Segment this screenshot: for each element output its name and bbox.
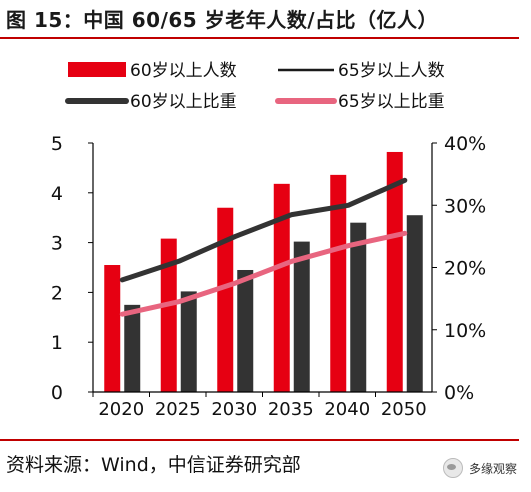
right-tick-label-30: 30% xyxy=(444,195,486,217)
bar-65-count-2030 xyxy=(237,269,254,392)
brand-name: 多缘观察 xyxy=(468,461,517,476)
x-tick-label-2040: 2040 xyxy=(324,399,370,420)
bar-60-count-2050 xyxy=(386,151,403,392)
left-tick-label-3: 3 xyxy=(51,233,63,255)
left-tick-label-1: 1 xyxy=(51,332,63,354)
right-tick-label-40: 40% xyxy=(444,133,486,155)
bar-60-count-2035 xyxy=(273,183,290,392)
bar-65-count-2035 xyxy=(293,241,310,392)
footer-divider xyxy=(0,439,519,441)
chart-title: 图 15：中国 60/65 岁老年人数/占比（亿人） xyxy=(6,8,438,32)
bar-60-count-2020 xyxy=(104,265,121,392)
brand-logo-icon xyxy=(442,458,463,478)
source-note: 资料来源：Wind，中信证券研究部 xyxy=(6,454,301,476)
legend-label-60-count: 60岁以上人数 xyxy=(130,61,237,81)
legend-label-65-count: 65岁以上人数 xyxy=(338,61,445,81)
bar-60-count-2030 xyxy=(217,207,234,392)
right-tick-label-10: 10% xyxy=(444,320,486,342)
legend: 60岁以上人数 65岁以上人数 60岁以上比重 65岁以上比重 xyxy=(65,61,445,112)
legend-label-60-share: 60岁以上比重 xyxy=(130,92,237,112)
bar-60-count-2040 xyxy=(330,174,347,392)
title-divider xyxy=(0,37,519,39)
x-tick-label-2035: 2035 xyxy=(268,399,314,420)
bar-65-count-2050 xyxy=(406,215,423,392)
x-tick-label-2020: 2020 xyxy=(98,399,144,420)
bar-60-count-2025 xyxy=(160,238,177,392)
x-tick-label-2050: 2050 xyxy=(381,399,427,420)
x-tick-label-2025: 2025 xyxy=(155,399,201,420)
left-tick-label-2: 2 xyxy=(51,282,63,304)
x-tick-label-2030: 2030 xyxy=(211,399,257,420)
brand-watermark: 多缘观察 xyxy=(442,458,517,478)
right-tick-label-0: 0% xyxy=(444,382,474,404)
bar-65-count-2020 xyxy=(124,304,141,392)
bar-65-count-2025 xyxy=(180,291,197,392)
legend-label-65-share: 65岁以上比重 xyxy=(338,92,445,112)
line-65-share xyxy=(119,230,408,317)
right-tick-label-20: 20% xyxy=(444,258,486,280)
left-tick-label-4: 4 xyxy=(51,183,63,205)
line-60-share xyxy=(119,177,408,283)
legend-swatch-60-count xyxy=(68,62,126,77)
left-tick-label-5: 5 xyxy=(51,133,63,155)
left-tick-label-0: 0 xyxy=(51,382,63,404)
bar-65-count-2040 xyxy=(350,222,367,392)
plot-area: 0 1 2 3 4 5 0% 10% 20% 30% 40% 2020 2025 2030 2035 2040… xyxy=(51,133,486,420)
